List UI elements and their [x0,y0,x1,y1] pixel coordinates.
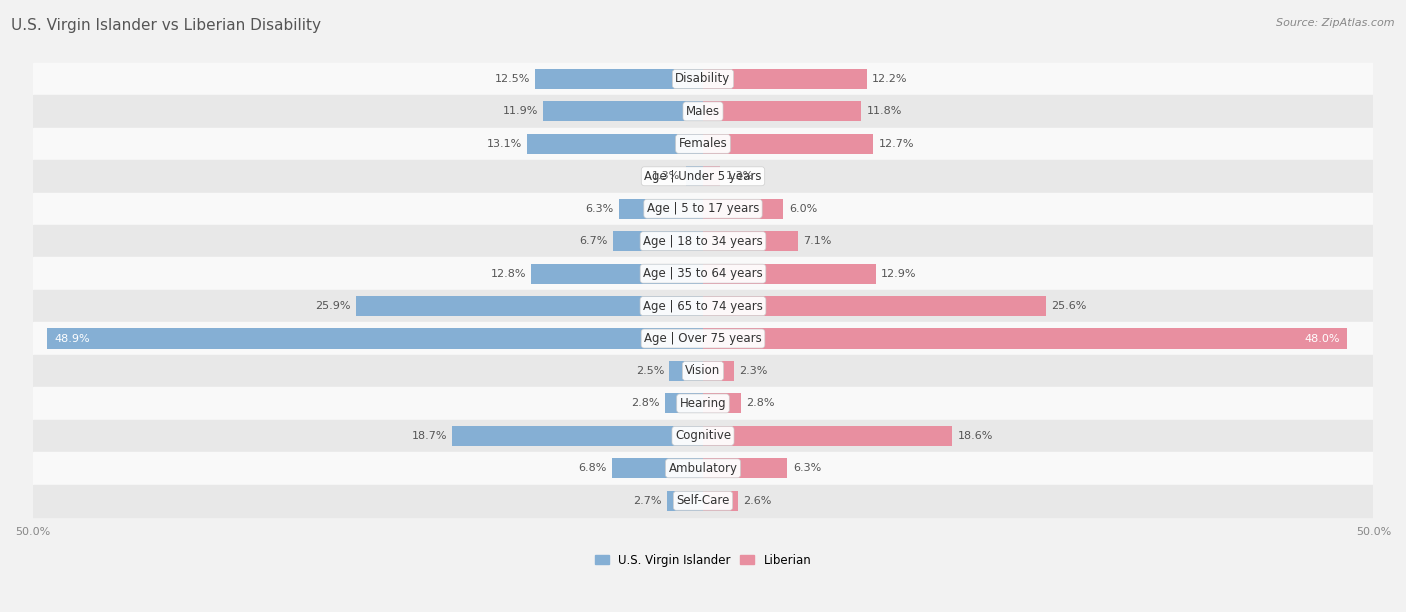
Text: Age | Under 5 years: Age | Under 5 years [644,170,762,183]
Bar [703,134,873,154]
Bar [32,95,1374,128]
Text: 25.9%: 25.9% [315,301,350,311]
Bar [703,361,734,381]
Bar [32,355,1374,387]
Text: Females: Females [679,137,727,151]
Text: Age | 5 to 17 years: Age | 5 to 17 years [647,202,759,215]
Text: Cognitive: Cognitive [675,430,731,442]
Bar [703,458,787,479]
Text: 2.7%: 2.7% [633,496,661,506]
Bar [356,296,703,316]
Text: 6.3%: 6.3% [793,463,821,473]
Text: Disability: Disability [675,72,731,86]
Bar [703,426,952,446]
Legend: U.S. Virgin Islander, Liberian: U.S. Virgin Islander, Liberian [591,549,815,572]
Text: 2.6%: 2.6% [744,496,772,506]
Text: 12.8%: 12.8% [491,269,526,278]
Text: 48.0%: 48.0% [1305,334,1340,343]
Bar [703,491,738,511]
Bar [666,491,703,511]
Bar [686,166,703,186]
Bar [703,264,876,284]
Text: Age | 65 to 74 years: Age | 65 to 74 years [643,300,763,313]
Text: Age | 18 to 34 years: Age | 18 to 34 years [643,234,763,248]
Bar [703,231,799,252]
Bar [32,387,1374,420]
Bar [544,102,703,121]
Bar [32,485,1374,517]
Text: 18.7%: 18.7% [412,431,447,441]
Bar [703,69,866,89]
Bar [703,102,862,121]
Text: 25.6%: 25.6% [1052,301,1087,311]
Text: Hearing: Hearing [679,397,727,410]
Bar [527,134,703,154]
Text: 6.8%: 6.8% [578,463,606,473]
Bar [32,225,1374,258]
Bar [612,458,703,479]
Text: 6.0%: 6.0% [789,204,817,214]
Bar [453,426,703,446]
Text: Males: Males [686,105,720,118]
Text: 1.3%: 1.3% [652,171,681,181]
Bar [703,394,741,414]
Text: Vision: Vision [685,365,721,378]
Bar [32,420,1374,452]
Bar [32,258,1374,290]
Bar [669,361,703,381]
Text: 6.7%: 6.7% [579,236,607,246]
Bar [536,69,703,89]
Text: 2.3%: 2.3% [740,366,768,376]
Text: 11.9%: 11.9% [503,106,538,116]
Text: Age | 35 to 64 years: Age | 35 to 64 years [643,267,763,280]
Bar [32,290,1374,323]
Text: 12.7%: 12.7% [879,139,914,149]
Bar [703,329,1347,349]
Bar [32,193,1374,225]
Bar [32,160,1374,193]
Bar [531,264,703,284]
Bar [613,231,703,252]
Text: 48.9%: 48.9% [53,334,90,343]
Bar [703,166,720,186]
Text: 12.9%: 12.9% [882,269,917,278]
Text: 6.3%: 6.3% [585,204,613,214]
Text: 13.1%: 13.1% [486,139,522,149]
Text: U.S. Virgin Islander vs Liberian Disability: U.S. Virgin Islander vs Liberian Disabil… [11,18,321,34]
Text: 18.6%: 18.6% [957,431,993,441]
Text: 2.8%: 2.8% [747,398,775,408]
Bar [32,128,1374,160]
Bar [32,323,1374,355]
Text: Age | Over 75 years: Age | Over 75 years [644,332,762,345]
Text: 12.2%: 12.2% [872,74,907,84]
Text: 7.1%: 7.1% [804,236,832,246]
Text: Source: ZipAtlas.com: Source: ZipAtlas.com [1277,18,1395,28]
Text: 12.5%: 12.5% [495,74,530,84]
Bar [32,62,1374,95]
Text: 11.8%: 11.8% [866,106,901,116]
Bar [703,296,1046,316]
Bar [619,199,703,219]
Text: 2.5%: 2.5% [636,366,664,376]
Bar [665,394,703,414]
Text: 1.3%: 1.3% [725,171,754,181]
Text: Self-Care: Self-Care [676,494,730,507]
Text: 2.8%: 2.8% [631,398,659,408]
Text: Ambulatory: Ambulatory [668,462,738,475]
Bar [703,199,783,219]
Bar [32,452,1374,485]
Bar [48,329,703,349]
